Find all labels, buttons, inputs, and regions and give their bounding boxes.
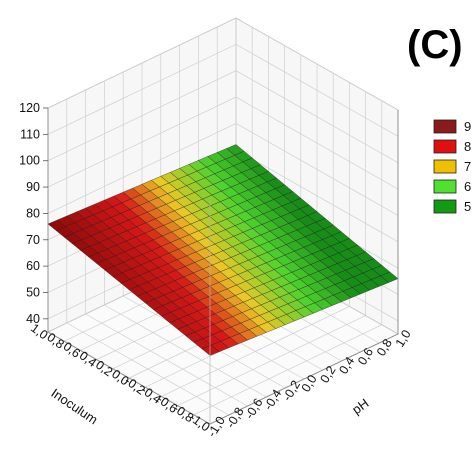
z-tick-label: 90 xyxy=(26,180,40,194)
z-tick-label: 50 xyxy=(26,285,40,299)
legend-swatch xyxy=(433,179,457,194)
legend-swatch xyxy=(433,139,457,154)
legend-label: 9 xyxy=(464,119,471,134)
legend-swatch xyxy=(433,159,457,174)
z-tick-label: 40 xyxy=(26,312,40,326)
panel-label: (C) xyxy=(407,23,463,67)
y-axis-title: pH xyxy=(349,395,371,417)
response-surface xyxy=(47,144,399,356)
legend-label: 5 xyxy=(464,199,471,214)
z-tick-label: 60 xyxy=(26,259,40,273)
z-tick-label: 100 xyxy=(19,154,40,168)
x-axis-title: Inoculum xyxy=(48,385,100,427)
legend-label: 7 xyxy=(464,159,471,174)
surface-cell xyxy=(226,144,245,156)
legend: 9 8 7 6 5 xyxy=(433,119,471,214)
z-tick-label: 110 xyxy=(20,127,40,141)
legend-label: 6 xyxy=(464,179,471,194)
z-tick-label: 120 xyxy=(19,101,40,115)
z-axis-ticks: 40 50 60 70 80 90 100 110 120 xyxy=(19,101,48,326)
legend-swatch xyxy=(433,199,457,214)
z-tick-label: 70 xyxy=(26,233,40,247)
box-frame xyxy=(47,108,399,425)
legend-swatch xyxy=(433,119,457,134)
z-tick-label: 80 xyxy=(26,206,40,220)
legend-label: 8 xyxy=(464,139,471,154)
